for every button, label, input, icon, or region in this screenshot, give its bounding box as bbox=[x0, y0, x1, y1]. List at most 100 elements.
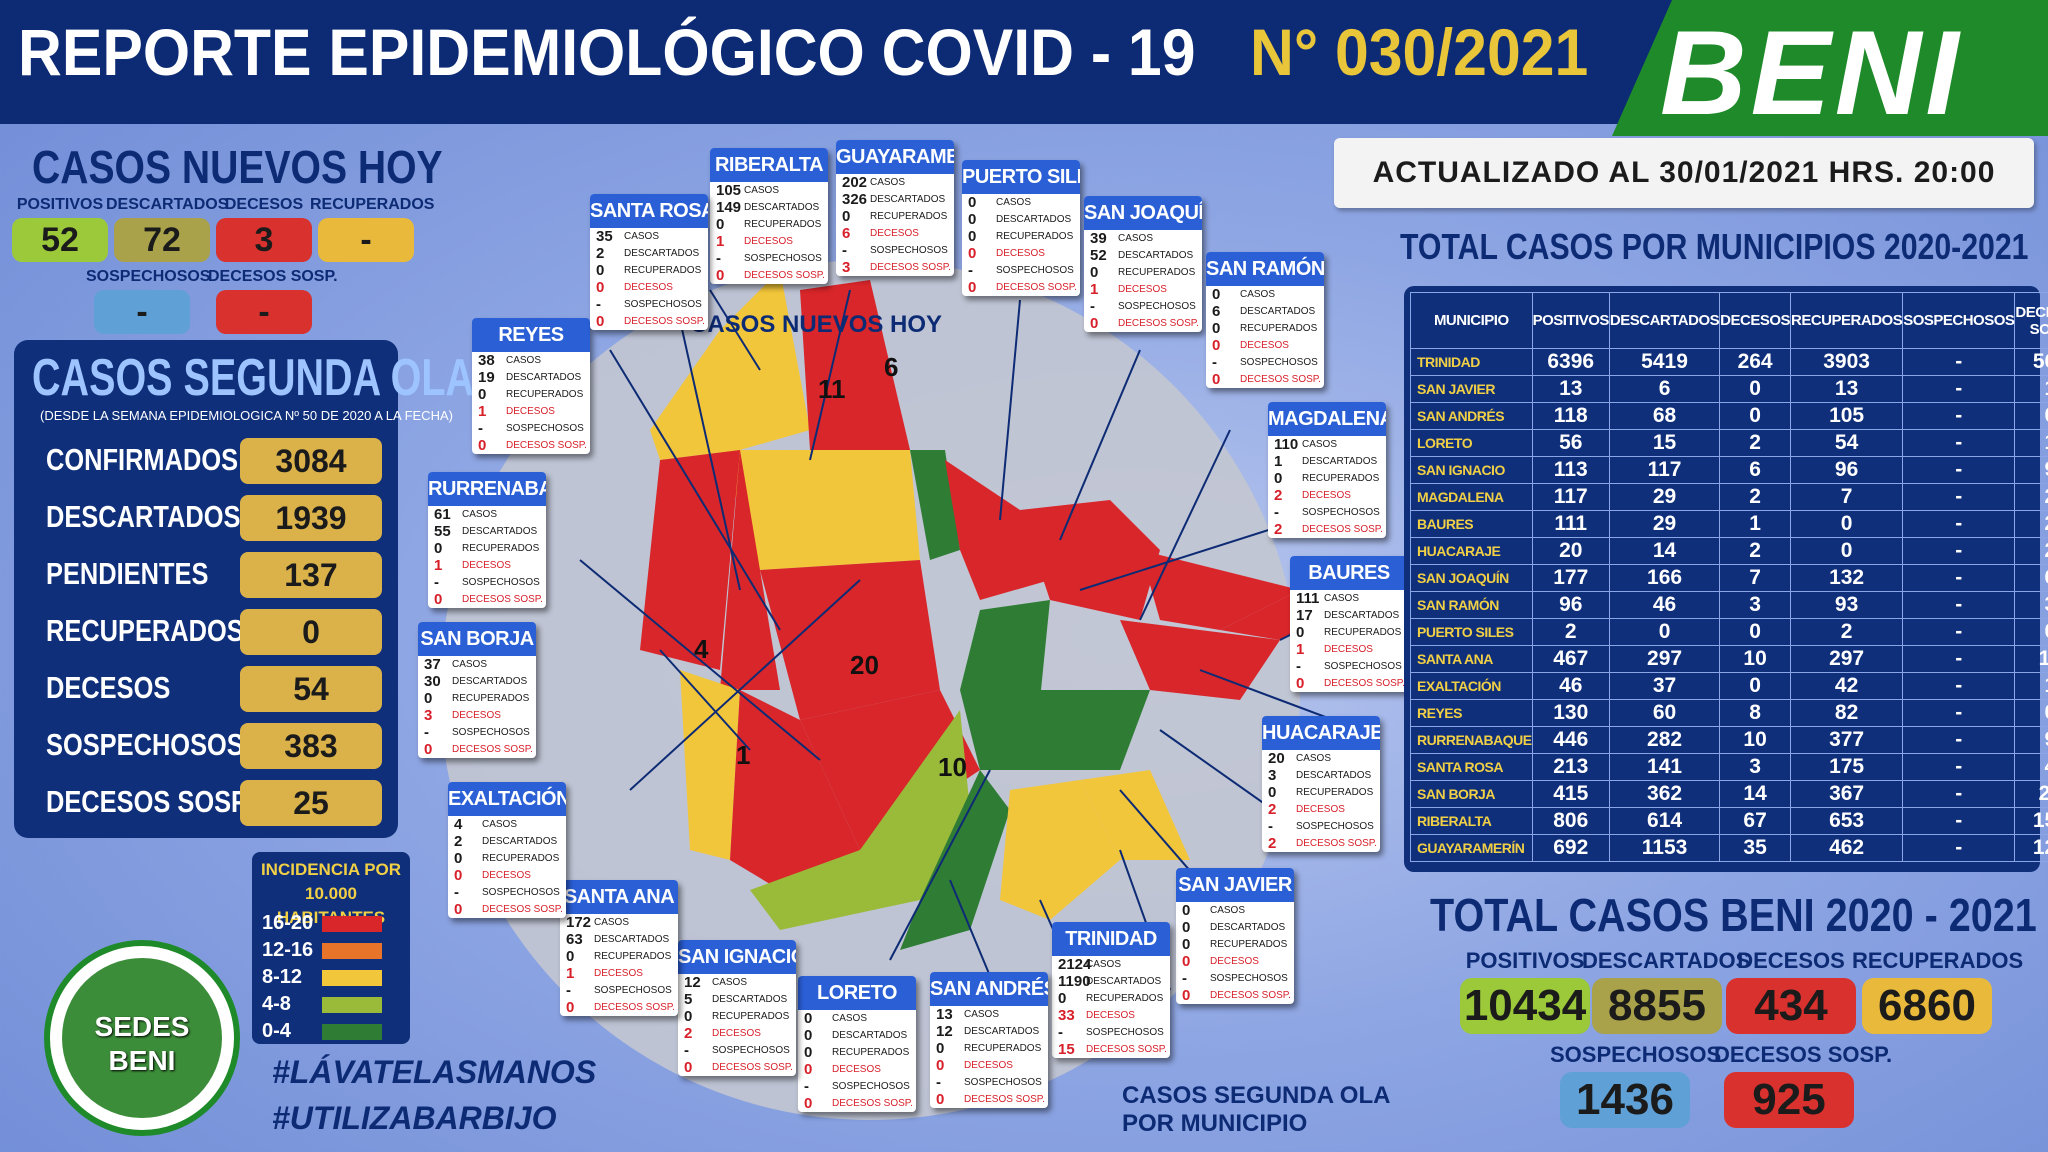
table-value-cell: 42 bbox=[1790, 672, 1904, 700]
municipality-card: RIBERALTA 105 CASOS 149 DESCARTADOS 0 RECUPERA… bbox=[710, 148, 828, 284]
municipality-card-row: 0 RECUPERADOS bbox=[418, 690, 536, 707]
card-row-value: 38 bbox=[478, 352, 495, 369]
table-value-cell: 46 bbox=[1531, 672, 1610, 700]
table-value-cell: 614 bbox=[1608, 807, 1721, 835]
card-row-value: 0 bbox=[1058, 990, 1067, 1007]
municipality-card-row: 4 CASOS bbox=[448, 816, 566, 833]
table-municipality-cell: PUERTO SILES bbox=[1410, 618, 1533, 646]
municipality-card-title: SAN JOAQUÍN bbox=[1084, 196, 1202, 230]
card-row-value: 3 bbox=[424, 707, 433, 724]
totals-value: 8855 bbox=[1592, 978, 1722, 1034]
card-row-value: 111 bbox=[1296, 590, 1320, 607]
table-municipality-cell: SAN ANDRÉS bbox=[1410, 402, 1533, 430]
card-row-value: 0 bbox=[804, 1027, 813, 1044]
table-value-cell: 96 bbox=[1790, 456, 1904, 484]
table-municipality-cell: RURRENABAQUE bbox=[1410, 726, 1533, 754]
card-row-label: DECESOS bbox=[1118, 284, 1167, 295]
map-region-riberalta bbox=[650, 270, 810, 460]
table-municipality-cell: LORETO bbox=[1410, 429, 1533, 457]
municipality-card-row: 110 CASOS bbox=[1268, 436, 1386, 453]
card-row-label: DECESOS bbox=[506, 406, 555, 417]
table-municipality-cell: BAURES bbox=[1410, 510, 1533, 538]
new-cases-label: DECESOS SOSP. bbox=[208, 268, 338, 285]
table-value-cell: 10 bbox=[1719, 726, 1792, 754]
municipality-card: SAN JAVIER 0 CASOS 0 DESCARTADOS 0 RECUPERADOS… bbox=[1176, 868, 1294, 1004]
legend-label: 16-20 bbox=[262, 912, 314, 934]
card-row-value: 1 bbox=[1090, 281, 1099, 298]
municipality-card-row: 0 RECUPERADOS bbox=[590, 262, 708, 279]
card-row-label: DESCARTADOS bbox=[506, 372, 582, 383]
table-value-cell: 415 bbox=[1531, 780, 1610, 808]
card-row-label: SOSPECHOSOS bbox=[594, 985, 672, 996]
municipality-card: SAN ANDRÉS 13 CASOS 12 DESCARTADOS 0 RECUPERAD… bbox=[930, 972, 1048, 1108]
card-row-label: DESCARTADOS bbox=[1086, 976, 1162, 987]
municipality-card-row: 0 CASOS bbox=[798, 1010, 916, 1027]
card-row-value: 0 bbox=[1182, 987, 1191, 1004]
card-row-label: RECUPERADOS bbox=[712, 1011, 790, 1022]
table-header-cell: DECESOS SOSP. bbox=[2014, 292, 2048, 349]
table-value-cell: 117 bbox=[1608, 456, 1721, 484]
municipality-card-row: 2 DESCARTADOS bbox=[590, 245, 708, 262]
card-row-label: RECUPERADOS bbox=[1324, 627, 1402, 638]
table-value-cell: 569 bbox=[2014, 348, 2048, 376]
map-number-riberalta: 11 bbox=[818, 374, 846, 404]
table-value-cell: 362 bbox=[1608, 780, 1721, 808]
municipality-card-row: - SOSPECHOSOS bbox=[560, 982, 678, 999]
table-value-cell: 68 bbox=[1608, 402, 1721, 430]
card-row-label: CASOS bbox=[1240, 289, 1276, 300]
municipality-card-row: 20 CASOS bbox=[1262, 750, 1380, 767]
card-row-value: 0 bbox=[434, 591, 443, 608]
municipality-card-row: 1 DECESOS bbox=[428, 557, 546, 574]
totals-label: DECESOS bbox=[1737, 948, 1845, 973]
table-value-cell: 5419 bbox=[1608, 348, 1721, 376]
card-row-label: DESCARTADOS bbox=[1296, 770, 1372, 781]
card-row-value: 0 bbox=[1296, 675, 1305, 692]
municipality-card-row: 3 DECESOS SOSP. bbox=[836, 259, 954, 276]
totals-value: 925 bbox=[1724, 1072, 1854, 1128]
legend-swatch bbox=[322, 943, 382, 959]
report-number: N° 030/2021 bbox=[1250, 15, 1589, 89]
card-row-label: CASOS bbox=[1324, 593, 1360, 604]
map-region-san-andres bbox=[1000, 780, 1120, 920]
municipality-card-row: - SOSPECHOSOS bbox=[472, 420, 590, 437]
table-value-cell: 56 bbox=[1531, 429, 1610, 457]
table-value-cell: - bbox=[1902, 375, 2016, 403]
municipality-card-title: PUERTO SILES bbox=[962, 160, 1080, 194]
municipality-card-row: 38 CASOS bbox=[472, 352, 590, 369]
card-row-label: DESCARTADOS bbox=[452, 676, 528, 687]
map-region-exaltacion bbox=[720, 450, 920, 570]
card-row-value: 2 bbox=[684, 1025, 693, 1042]
card-row-label: DESCARTADOS bbox=[744, 202, 820, 213]
municipality-card-row: 202 CASOS bbox=[836, 174, 954, 191]
card-row-value: 30 bbox=[424, 673, 441, 690]
table-value-cell: 37 bbox=[1608, 672, 1721, 700]
map-number-reyes: 4 bbox=[694, 634, 709, 664]
municipality-card-row: 2 DECESOS bbox=[678, 1025, 796, 1042]
table-value-cell: 462 bbox=[1790, 834, 1904, 862]
card-row-label: RECUPERADOS bbox=[870, 211, 948, 222]
municipality-card-row: 0 DECESOS SOSP. bbox=[1084, 315, 1202, 332]
municipality-card-row: 30 DESCARTADOS bbox=[418, 673, 536, 690]
municipality-card-row: 0 DECESOS bbox=[1176, 953, 1294, 970]
card-row-value: 0 bbox=[684, 1059, 693, 1076]
card-row-value: 0 bbox=[424, 741, 433, 758]
card-row-value: 0 bbox=[804, 1044, 813, 1061]
municipality-card: GUAYARAMERÍN202CASOS326DESCARTADOS0RECUP… bbox=[836, 140, 954, 276]
card-row-label: DECESOS bbox=[870, 228, 919, 239]
card-row-label: DECESOS SOSP. bbox=[1240, 374, 1321, 385]
municipality-card-row: 0 RECUPERADOS bbox=[1262, 784, 1380, 801]
table-value-cell: 130 bbox=[1531, 699, 1610, 727]
card-row-value: 2 bbox=[454, 833, 463, 850]
table-value-cell: 653 bbox=[1790, 807, 1904, 835]
new-cases-label: POSITIVOS bbox=[16, 196, 104, 213]
municipality-card-row: - SOSPECHOSOS bbox=[1176, 970, 1294, 987]
card-row-value: 63 bbox=[566, 931, 583, 948]
table-value-cell: 2 bbox=[1719, 537, 1792, 565]
second-wave-value: 383 bbox=[240, 723, 382, 769]
table-value-cell: 1 bbox=[2014, 672, 2048, 700]
table-value-cell: 141 bbox=[1608, 753, 1721, 781]
card-row-label: CASOS bbox=[1118, 233, 1154, 244]
